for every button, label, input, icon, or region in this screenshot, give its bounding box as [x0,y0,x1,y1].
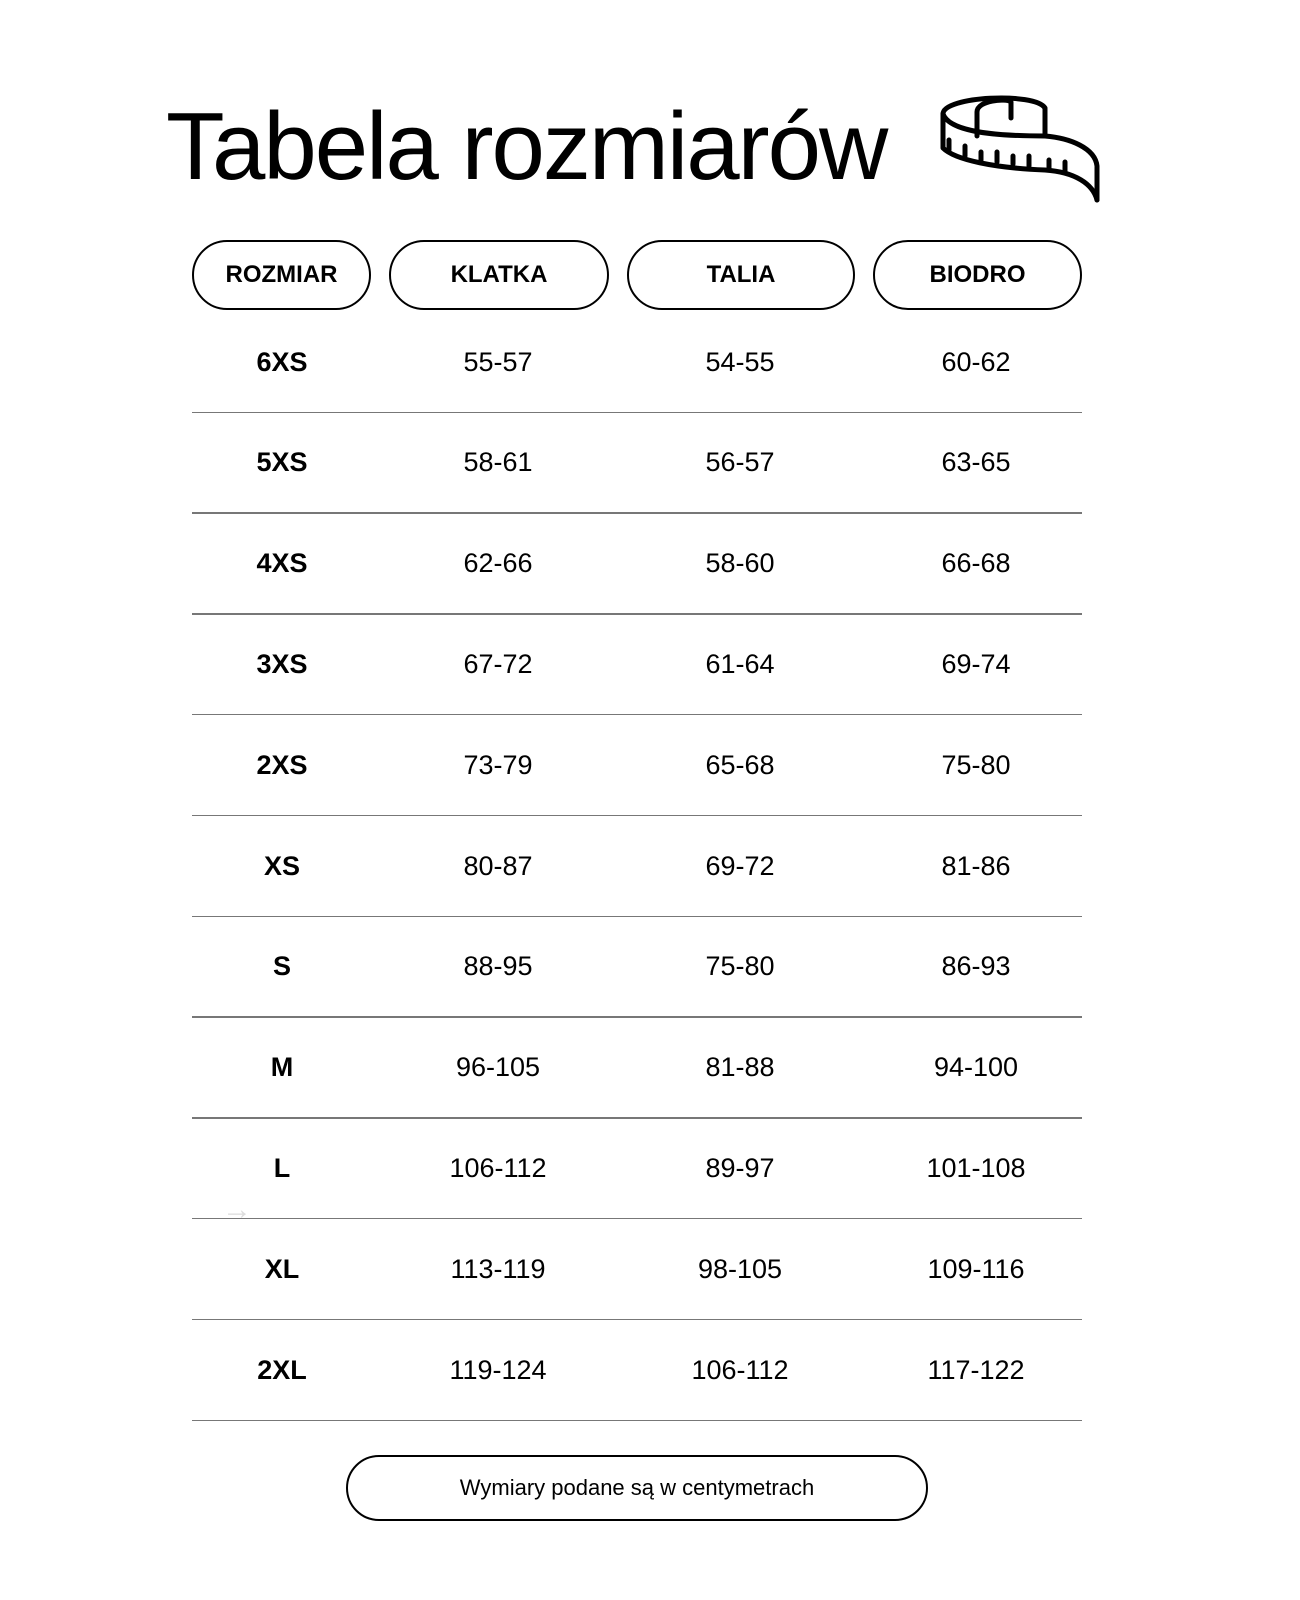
size-cell: L [273,1152,291,1183]
biodro-cell: 109-116 [927,1253,1025,1284]
talia-cell: 75-80 [705,951,775,982]
table-row: 5XS 58-61 56-57 63-65 [192,413,1082,514]
klatka-cell: 58-61 [463,447,533,478]
talia-cell: 98-105 [697,1253,783,1284]
table-row: L 106-112 89-97 101-108 [192,1118,1082,1220]
klatka-cell: 73-79 [463,749,533,780]
klatka-cell: 55-57 [463,346,533,377]
klatka-cell: 67-72 [463,648,533,679]
biodro-cell: 75-80 [941,749,1011,780]
size-cell: XL [264,1253,300,1284]
header-biodro: BIODRO [873,240,1082,310]
talia-cell: 61-64 [705,648,775,679]
biodro-cell: 69-74 [941,648,1011,679]
talia-cell: 58-60 [705,548,775,579]
table-row: 6XS 55-57 54-55 60-62 [192,312,1082,413]
klatka-cell: 119-124 [449,1354,547,1385]
row-divider [192,613,1082,615]
klatka-cell: 88-95 [463,951,533,982]
size-cell: 5XS [256,447,308,478]
size-cell: S [272,951,292,982]
talia-cell: 54-55 [705,346,775,377]
talia-cell: 81-88 [705,1052,775,1083]
biodro-cell: 86-93 [941,951,1011,982]
size-cell: 2XS [256,749,308,780]
row-divider [192,713,1082,716]
row-divider [192,814,1082,817]
talia-cell: 56-57 [705,447,775,478]
measuring-tape-icon [940,95,1100,203]
table-row: 2XL 119-124 106-112 117-122 [192,1320,1082,1421]
biodro-cell: 81-86 [941,850,1011,881]
header-talia: TALIA [627,240,855,310]
biodro-cell: 63-65 [941,447,1011,478]
row-divider [192,1217,1082,1220]
talia-cell: 89-97 [705,1152,775,1183]
biodro-cell: 101-108 [926,1152,1026,1183]
units-note: Wymiary podane są w centymetrach [346,1455,928,1521]
row-divider [192,1318,1082,1321]
size-cell: XS [263,850,301,881]
table-row: S 88-95 75-80 86-93 [192,917,1082,1018]
row-divider [192,915,1082,917]
table-row: 3XS 67-72 61-64 69-74 [192,614,1082,716]
klatka-cell: 96-105 [455,1052,541,1083]
biodro-cell: 66-68 [941,548,1011,579]
row-divider [192,1117,1082,1119]
row-divider [192,512,1082,514]
header-klatka: KLATKA [389,240,609,310]
size-cell: M [270,1052,294,1083]
biodro-cell: 117-122 [927,1354,1025,1385]
table-row: XS 80-87 69-72 81-86 [192,816,1082,917]
page-title: Tabela rozmiarów [166,93,888,200]
row-divider [192,411,1082,413]
arrow-right-icon: → [222,1193,252,1226]
table-row: M 96-105 81-88 94-100 [192,1018,1082,1119]
table-row: 4XS 62-66 58-60 66-68 [192,514,1082,615]
size-cell: 4XS [256,548,308,579]
size-cell: 2XL [257,1354,307,1385]
talia-cell: 69-72 [705,850,775,881]
row-divider [192,1016,1082,1018]
biodro-cell: 94-100 [933,1052,1019,1083]
size-cell: 3XS [256,648,308,679]
biodro-cell: 60-62 [941,346,1011,377]
table-row: XL 113-119 98-105 109-116 [192,1219,1082,1321]
talia-cell: 65-68 [705,749,775,780]
klatka-cell: 106-112 [449,1152,547,1183]
header-rozmiar: ROZMIAR [192,240,371,310]
talia-cell: 106-112 [691,1354,789,1385]
klatka-cell: 113-119 [450,1253,546,1284]
klatka-cell: 62-66 [463,548,533,579]
table-row: 2XS 73-79 65-68 75-80 [192,715,1082,817]
size-cell: 6XS [256,346,308,377]
row-divider [192,1419,1082,1421]
klatka-cell: 80-87 [463,850,533,881]
